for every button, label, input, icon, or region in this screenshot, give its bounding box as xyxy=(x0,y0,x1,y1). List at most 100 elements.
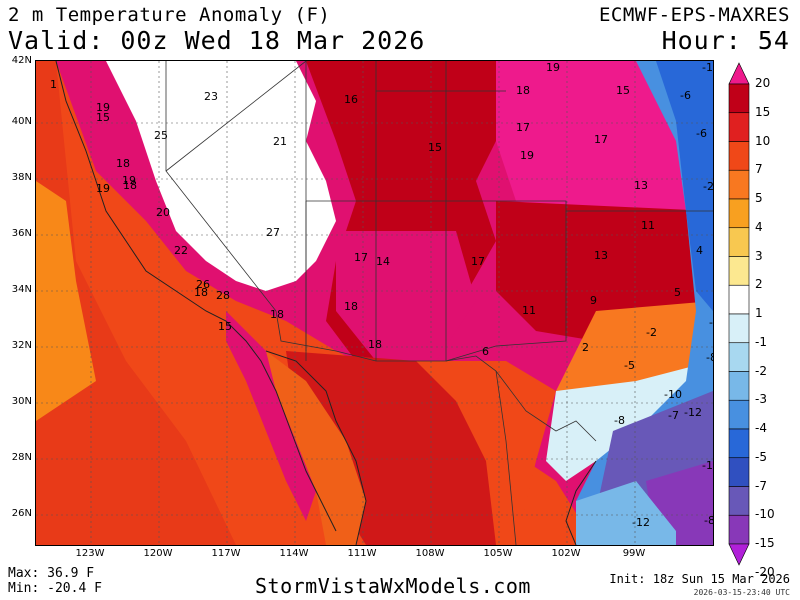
cold-blue-north xyxy=(656,61,713,311)
colorbar-level-label: -5 xyxy=(755,449,767,464)
colorbar-swatch xyxy=(728,371,750,401)
anomaly-value: 18 xyxy=(116,157,130,170)
anomaly-value: 19 xyxy=(122,174,136,187)
anomaly-value: 1 xyxy=(50,78,57,91)
colorbar-swatch xyxy=(728,284,750,315)
anomaly-value: 17 xyxy=(354,251,368,264)
anomaly-value: -6 xyxy=(680,89,691,102)
colorbar-level-label: -10 xyxy=(755,507,775,522)
colorbar-level-label: -7 xyxy=(755,478,767,493)
anomaly-value: -12 xyxy=(684,406,702,419)
lat-label-34n: 34N xyxy=(11,284,32,295)
colorbar-level-label: 20 xyxy=(755,76,771,90)
gulf-of-california xyxy=(266,351,366,545)
colorbar-swatch xyxy=(728,141,750,171)
anomaly-value: -8 xyxy=(614,414,625,427)
anomaly-value: 18 xyxy=(344,300,358,313)
init-time: Init: 18z Sun 15 Mar 2026 xyxy=(609,572,790,586)
lat-label-26n: 26N xyxy=(11,508,32,519)
gulf-coastline xyxy=(565,460,597,545)
colorbar-swatch xyxy=(728,83,750,114)
anomaly-value: 17 xyxy=(594,133,608,146)
mainland-coastline xyxy=(265,350,367,545)
ocean-far xyxy=(36,61,236,545)
lon-label-111w: 111W xyxy=(347,548,377,559)
colorbar-swatch xyxy=(728,198,750,229)
anomaly-value: 15 xyxy=(428,141,442,154)
colorbar-swatch xyxy=(728,486,750,516)
lat-label-28n: 28N xyxy=(11,452,32,463)
colorbar-swatch xyxy=(728,428,750,459)
anomaly-value: 18 xyxy=(123,179,137,192)
anomaly-value: 19 xyxy=(96,182,110,195)
colorbar-level-label: -4 xyxy=(755,421,767,435)
anomaly-value: 22 xyxy=(174,244,188,257)
model-name: ECMWF-EPS-MAXRES xyxy=(598,4,790,26)
anomaly-value: 16 xyxy=(344,93,358,106)
anomaly-value: 26 xyxy=(196,278,210,291)
lon-label-99w: 99W xyxy=(622,548,646,559)
anomaly-value: -2 xyxy=(646,326,657,339)
anomaly-value: 18 xyxy=(516,84,530,97)
anomaly-value: 27 xyxy=(266,226,280,239)
gulf-of-mexico xyxy=(576,481,676,545)
map-title: 2 m Temperature Anomaly (F) xyxy=(8,4,331,26)
anomaly-value: -6 xyxy=(696,127,707,140)
colorbar-level-label: -1 xyxy=(755,334,767,349)
lat-label-30n: 30N xyxy=(11,396,32,407)
anomaly-value: 25 xyxy=(154,129,168,142)
anomaly-value: 18 xyxy=(270,308,284,321)
anomaly-value: 19 xyxy=(96,101,110,114)
colorbar-swatch xyxy=(728,543,750,566)
colorbar-level-label: -2 xyxy=(755,363,767,378)
anomaly-value: 11 xyxy=(522,304,536,317)
ocean-warm-pocket xyxy=(36,181,96,421)
colorbar-level-label: -15 xyxy=(755,536,775,550)
anomaly-value: -6 xyxy=(709,316,713,329)
political-borders xyxy=(165,61,713,545)
colorbar-swatch xyxy=(728,342,750,372)
colorbar-level-label: 5 xyxy=(755,191,763,205)
lon-label-120w: 120W xyxy=(143,548,173,559)
anomaly-value: 18 xyxy=(368,338,382,351)
valid-time: Valid: 00z Wed 18 Mar 2026 xyxy=(8,26,426,55)
anomaly-value: 6 xyxy=(482,345,489,358)
anomaly-value: 17 xyxy=(471,255,485,268)
lat-label-32n: 32N xyxy=(11,340,32,351)
lat-label-40n: 40N xyxy=(11,116,32,127)
colorbar-swatch xyxy=(728,256,750,286)
colorbar-level-label: -20 xyxy=(755,564,775,579)
colorbar-swatch xyxy=(728,399,750,430)
anomaly-value: -7 xyxy=(668,409,679,422)
white-transition xyxy=(546,361,713,481)
anomaly-value: 23 xyxy=(204,90,218,103)
lat-lon-grid xyxy=(36,61,713,545)
anomaly-value: 4 xyxy=(696,244,703,257)
colorbar-swatch xyxy=(728,112,750,142)
colorbar-level-label: 15 xyxy=(755,104,771,119)
lon-label-108w: 108W xyxy=(415,548,445,559)
colorbar-swatch xyxy=(728,457,750,487)
anomaly-value: 13 xyxy=(634,179,648,192)
anomaly-value: 14 xyxy=(376,255,390,268)
generation-timestamp: 2026-03-15-23:40 UTC xyxy=(693,588,790,597)
anomaly-value: -8 xyxy=(704,514,713,527)
anomaly-value: 13 xyxy=(594,249,608,262)
lon-label-117w: 117W xyxy=(211,548,241,559)
anomaly-value: 19 xyxy=(546,61,560,74)
anomaly-value: 21 xyxy=(273,135,287,148)
lon-label-114w: 114W xyxy=(279,548,309,559)
lon-label-102w: 102W xyxy=(551,548,581,559)
lat-label-42n: 42N xyxy=(11,55,32,66)
site-watermark: StormVistaWxModels.com xyxy=(255,574,531,598)
arizona-magenta xyxy=(336,231,476,361)
anomaly-value: 28 xyxy=(216,289,230,302)
lon-label-123w: 123W xyxy=(75,548,105,559)
anomaly-value: -12 xyxy=(632,516,650,529)
colorbar-level-label: 10 xyxy=(755,133,771,148)
anomaly-value: 11 xyxy=(641,219,655,232)
anomaly-value: 15 xyxy=(218,320,232,333)
colorbar-swatch xyxy=(728,313,750,344)
